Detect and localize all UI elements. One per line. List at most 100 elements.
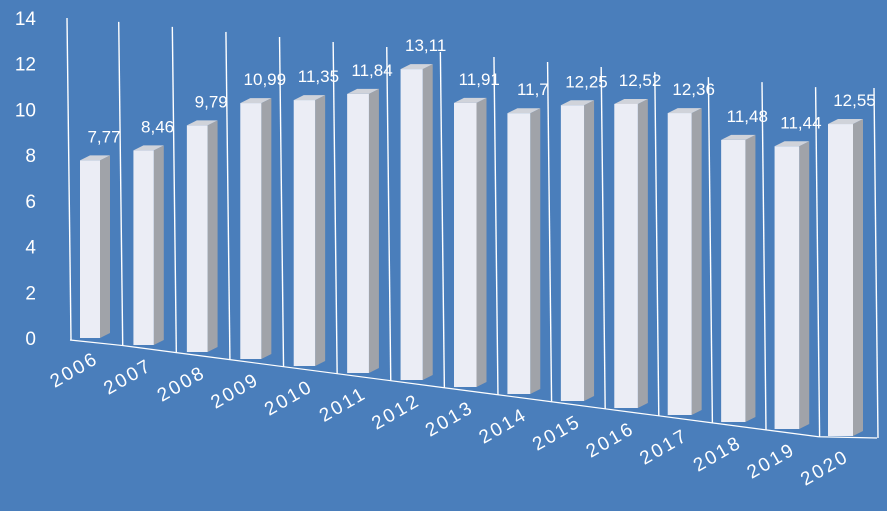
bar: [721, 134, 756, 423]
x-tick-label: 2010: [261, 376, 317, 420]
gridline: [171, 26, 178, 353]
bar-side: [799, 141, 810, 430]
bar: [774, 141, 810, 430]
gridline: [600, 67, 606, 409]
gridline: [873, 87, 879, 439]
data-label: 9,79: [195, 92, 228, 111]
bar: [614, 98, 648, 408]
bar-top: [560, 100, 595, 106]
x-tick-label: 2020: [797, 446, 853, 490]
bar-side: [476, 97, 487, 388]
data-label: 8,46: [141, 117, 174, 136]
bar-top: [828, 119, 863, 125]
x-tick-label: 2006: [47, 348, 103, 392]
bar: [828, 119, 863, 437]
bar: [454, 97, 487, 388]
bar-top: [667, 108, 702, 114]
bar: [80, 155, 110, 338]
data-label: 11,44: [780, 113, 821, 132]
gridline: [814, 87, 821, 437]
data-label: 13,11: [405, 36, 446, 55]
bar-top: [240, 98, 272, 104]
gridline: [332, 41, 338, 374]
bar-side: [100, 155, 110, 338]
data-label: 11,48: [727, 107, 768, 126]
bar-side: [261, 98, 272, 359]
y-tick-label: 6: [25, 192, 36, 213]
bar-front: [186, 125, 208, 352]
bar-side: [637, 98, 648, 408]
data-label: 12,55: [833, 91, 876, 110]
data-label: 11,84: [351, 61, 392, 80]
bar-side: [584, 100, 595, 401]
bar-top: [186, 120, 218, 126]
gridline: [707, 77, 714, 423]
gridline: [439, 51, 446, 388]
gridline: [225, 31, 231, 360]
y-tick-label: 14: [15, 9, 37, 30]
bar: [400, 64, 433, 380]
bar-top: [347, 88, 379, 94]
bar-front: [721, 139, 746, 423]
y-tick-label: 2: [25, 283, 36, 304]
y-tick-label: 12: [15, 55, 36, 76]
x-tick-label: 2016: [583, 418, 639, 462]
bar-front: [507, 113, 531, 394]
gridline: [493, 57, 499, 395]
bar-front: [240, 103, 262, 359]
data-label: 12,52: [619, 71, 662, 90]
y-tick-label: 0: [25, 329, 36, 350]
bar-front: [614, 103, 638, 408]
bar: [347, 88, 379, 374]
bar-top: [80, 155, 110, 161]
bar: [507, 108, 541, 394]
bar-side: [691, 108, 702, 415]
x-tick-label: 2017: [636, 425, 692, 469]
bar-front: [774, 146, 800, 430]
x-tick-label: 2018: [690, 432, 746, 476]
bar-front: [828, 124, 853, 437]
bar-top: [507, 108, 541, 114]
bar-side: [422, 64, 433, 380]
baseline: [69, 339, 878, 439]
data-label: 7,77: [87, 127, 120, 146]
bar-side: [368, 88, 379, 374]
data-label: 12,36: [672, 80, 715, 99]
gridline: [546, 62, 553, 402]
bar-front: [560, 105, 585, 401]
x-tick-label: 2009: [208, 369, 264, 413]
bar-side: [207, 120, 218, 352]
x-tick-label: 2014: [476, 404, 532, 448]
bar: [560, 100, 595, 401]
bar-top: [400, 64, 433, 70]
bar: [240, 98, 272, 359]
x-tick-label: 2007: [100, 355, 156, 399]
x-tick-label: 2019: [744, 439, 800, 483]
data-label: 11,91: [459, 70, 500, 89]
y-tick-label: 10: [15, 100, 36, 121]
gridline: [118, 21, 124, 346]
bar-side: [153, 145, 164, 345]
bar-front: [400, 69, 423, 380]
gridline: [654, 72, 660, 416]
bar: [186, 120, 218, 352]
x-tick-label: 2015: [529, 411, 585, 455]
bar-front: [347, 93, 369, 374]
bar-side: [530, 108, 541, 394]
bar-top: [721, 134, 756, 140]
bar-front: [454, 102, 477, 388]
gridline: [761, 82, 767, 430]
data-label: 11,7: [517, 80, 549, 99]
gridline: [278, 36, 285, 367]
y-tick-label: 8: [25, 146, 36, 167]
bar-front: [80, 160, 100, 338]
bar-side: [315, 95, 326, 366]
bar-top: [774, 141, 810, 147]
data-label: 11,35: [298, 67, 339, 86]
data-label: 12,25: [565, 72, 608, 91]
x-tick-label: 2012: [368, 390, 424, 434]
y-tick-label: 4: [25, 238, 36, 259]
data-label: 10,99: [244, 70, 287, 89]
